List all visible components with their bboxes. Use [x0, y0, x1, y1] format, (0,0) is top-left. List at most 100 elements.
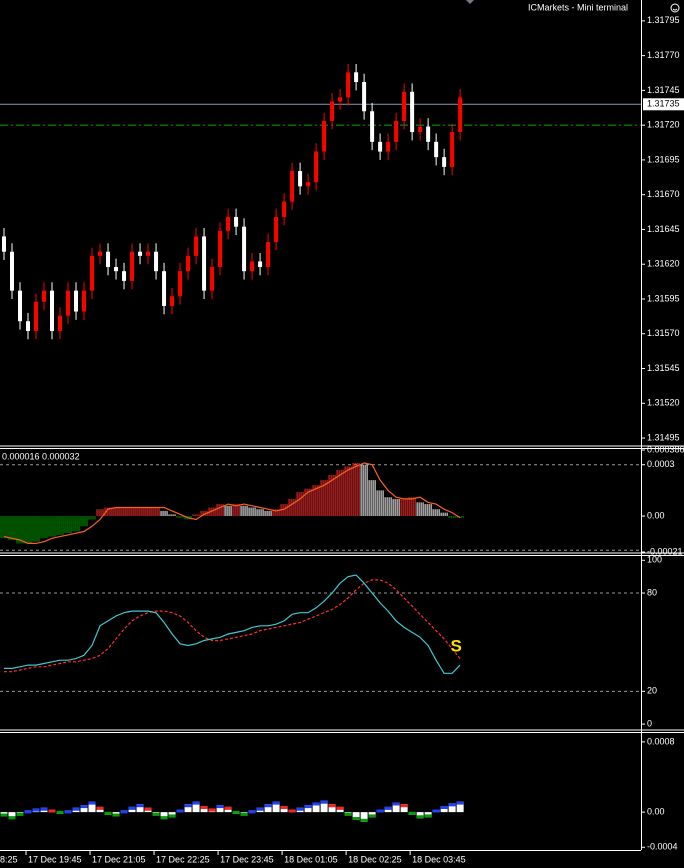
candle-body: [50, 290, 55, 331]
bar-cap: [432, 809, 440, 813]
candle-body: [250, 261, 255, 272]
bar-cap: [416, 815, 424, 819]
candle-body: [450, 132, 455, 167]
bar: [136, 804, 144, 813]
bar-cap: [128, 806, 136, 810]
y-tick-label: 1.31545: [647, 363, 680, 373]
candle-body: [386, 141, 391, 152]
candle-body: [434, 141, 439, 158]
price-label-box: [643, 98, 684, 111]
y-tick-label: 0.00: [647, 510, 665, 520]
y-tick-label: 0.0003: [647, 459, 675, 469]
candle-body: [314, 151, 319, 183]
bar-cap: [96, 806, 104, 810]
bar: [456, 801, 464, 813]
y-tick-label: 20: [647, 686, 657, 696]
bar-cap: [168, 814, 176, 818]
candle-body: [42, 290, 47, 302]
candle-body: [114, 267, 119, 272]
bar-cap: [272, 801, 280, 805]
candle-body: [338, 97, 343, 102]
bar-cap: [8, 816, 16, 820]
bar-cap: [424, 814, 432, 818]
candle-body: [394, 120, 399, 142]
candle-body: [26, 321, 31, 331]
bar-cap: [328, 804, 336, 808]
candle-body: [210, 267, 215, 291]
bar: [320, 800, 328, 813]
candle-body: [282, 201, 287, 217]
y-tick-label: 1.31645: [647, 224, 680, 234]
bar-cap: [208, 808, 216, 812]
candle-body: [322, 120, 327, 152]
bar-cap: [352, 817, 360, 821]
bar: [448, 803, 456, 813]
candle-body: [410, 91, 415, 133]
bar-cap: [136, 804, 144, 808]
y-tick-label: 1.31720: [647, 120, 680, 130]
bar-cap: [0, 813, 8, 817]
x-tick-label: 17 Dec 23:45: [220, 854, 274, 864]
bar-cap: [384, 806, 392, 810]
bar: [280, 805, 288, 813]
bar-cap: [288, 809, 296, 813]
bar-cap: [32, 808, 40, 812]
bar-cap: [296, 807, 304, 811]
bar-cap: [248, 810, 256, 814]
candle-body: [18, 290, 23, 322]
bar-cap: [280, 805, 288, 809]
candle-body: [258, 261, 263, 267]
bar: [8, 812, 16, 820]
y-tick-label: 1.31520: [647, 398, 680, 408]
bar-cap: [104, 811, 112, 815]
candle-body: [306, 182, 311, 187]
candle-body: [426, 126, 431, 142]
bar-cap: [48, 809, 56, 813]
bar: [440, 805, 448, 813]
y-tick-label: -0.00021: [647, 546, 683, 556]
price-label: 1.31735: [647, 99, 680, 109]
candle-body: [82, 290, 87, 312]
bar-cap: [88, 801, 96, 805]
bar-cap: [304, 805, 312, 809]
smiley-icon: [670, 3, 680, 13]
candle-body: [234, 216, 239, 227]
signal-line: [3, 462, 461, 544]
y-tick-label: 1.31495: [647, 432, 680, 442]
bar-cap: [240, 812, 248, 816]
candle-body: [378, 141, 383, 152]
bar-cap: [376, 809, 384, 813]
y-tick-label: 100: [647, 555, 662, 565]
bar: [216, 805, 224, 813]
bar: [80, 805, 88, 813]
candle-body: [202, 236, 207, 291]
candle-body: [266, 241, 271, 267]
x-tick-label: 17 Dec 19:45: [28, 854, 82, 864]
shift-marker: [466, 0, 474, 4]
candle-body: [402, 91, 407, 121]
candle-body: [98, 251, 103, 256]
y-tick-label: 1.31795: [647, 15, 680, 25]
candle-body: [146, 251, 151, 256]
candle-body: [74, 290, 79, 312]
candle-body: [442, 157, 447, 167]
x-tick-label: 18 Dec 02:25: [348, 854, 402, 864]
bar-cap: [152, 812, 160, 816]
bar-cap: [264, 804, 272, 808]
y-tick-label: 1.31770: [647, 50, 680, 60]
candle-body: [122, 271, 127, 281]
bar-cap: [320, 800, 328, 804]
bar-cap: [400, 804, 408, 808]
y-tick-label: 1.31745: [647, 85, 680, 95]
candle-body: [274, 216, 279, 242]
candle-body: [290, 171, 295, 202]
candle-body: [226, 216, 231, 231]
y-tick-label: 0.0008: [647, 736, 675, 746]
candle-body: [66, 290, 71, 316]
bar: [304, 805, 312, 813]
y-tick-label: 80: [647, 587, 657, 597]
candle-body: [458, 97, 463, 133]
bar-cap: [256, 807, 264, 811]
bar-cap: [40, 807, 48, 811]
bar-cap: [176, 809, 184, 813]
